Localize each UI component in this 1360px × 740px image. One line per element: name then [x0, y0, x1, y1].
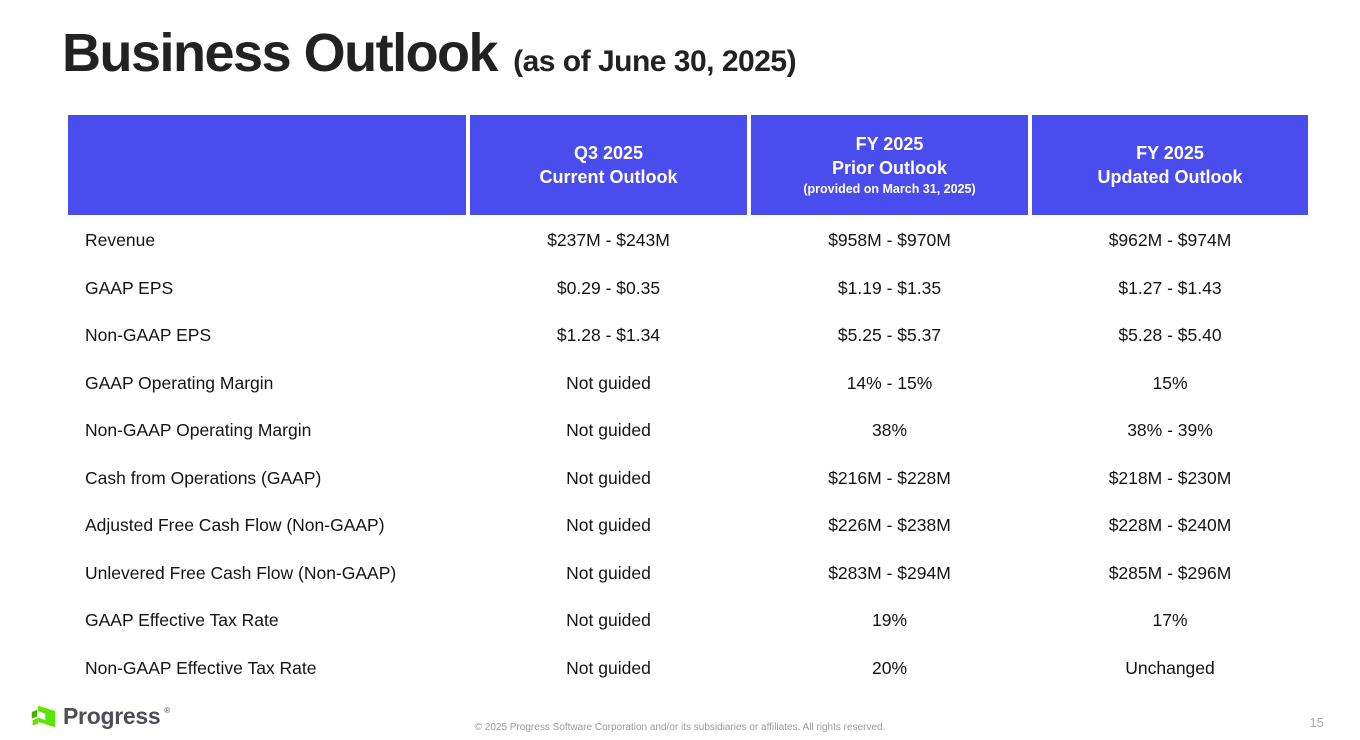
cell-revenue-fy-updated: $962M - $974M: [1108, 230, 1232, 251]
row-label-revenue: Revenue: [85, 230, 156, 251]
header-cell-q3-current: Q3 2025 Current Outlook: [470, 115, 747, 215]
header-title: FY 2025 Updated Outlook: [1097, 142, 1243, 187]
cell-non-gaap-op-margin-fy-prior: 38%: [871, 420, 908, 441]
page-title-suffix: (as of June 30, 2025): [513, 45, 797, 78]
cell-gaap-eps-q3: $0.29 - $0.35: [556, 277, 661, 298]
cell-non-gaap-op-margin-fy-updated: 38% - 39%: [1127, 420, 1213, 441]
cell-non-gaap-eps-q3: $1.28 - $1.34: [556, 325, 661, 346]
cell-unlevered-fcf-fy-updated: $285M - $296M: [1108, 562, 1232, 583]
row-label-adjusted-fcf: Adjusted Free Cash Flow (Non-GAAP): [85, 515, 385, 536]
cell-non-gaap-eps-fy-updated: $5.28 - $5.40: [1118, 325, 1222, 346]
page-number: 15: [1309, 715, 1324, 730]
cell-cash-from-ops-fy-updated: $218M - $230M: [1108, 467, 1232, 488]
progress-logo: Progress ®: [30, 703, 170, 730]
row-label-gaap-eps: GAAP EPS: [85, 277, 174, 298]
cell-gaap-eps-fy-updated: $1.27 - $1.43: [1118, 277, 1222, 298]
progress-logo-text: Progress: [63, 703, 161, 729]
cell-gaap-eps-fy-prior: $1.19 - $1.35: [837, 277, 942, 298]
cell-unlevered-fcf-q3: Not guided: [566, 562, 651, 583]
cell-non-gaap-eps-fy-prior: $5.25 - $5.37: [837, 325, 942, 346]
header-note: (provided on March 31, 2025): [803, 182, 976, 197]
header-cell-blank: [68, 115, 466, 215]
page-title: Business Outlook (as of June 30, 2025): [62, 22, 797, 84]
header-cell-fy-updated: FY 2025 Updated Outlook: [1032, 115, 1308, 215]
cell-revenue-fy-prior: $958M - $970M: [828, 230, 951, 251]
row-label-gaap-op-margin: GAAP Operating Margin: [85, 372, 274, 393]
trademark-mark: ®: [164, 706, 171, 715]
cell-gaap-op-margin-fy-updated: 15%: [1152, 372, 1188, 393]
cell-gaap-op-margin-fy-prior: 14% - 15%: [846, 372, 933, 393]
cell-gaap-tax-rate-fy-updated: 17%: [1152, 610, 1188, 631]
header-cell-fy-prior: FY 2025 Prior Outlook (provided on March…: [751, 115, 1028, 215]
cell-revenue-q3: $237M - $243M: [547, 230, 670, 251]
row-label-non-gaap-op-margin: Non-GAAP Operating Margin: [85, 420, 312, 441]
cell-adjusted-fcf-fy-updated: $228M - $240M: [1108, 515, 1232, 536]
row-label-non-gaap-eps: Non-GAAP EPS: [85, 325, 212, 346]
cell-non-gaap-tax-rate-fy-updated: Unchanged: [1125, 657, 1215, 678]
page-title-main: Business Outlook: [62, 23, 499, 83]
progress-logo-icon: [30, 703, 57, 730]
cell-non-gaap-op-margin-q3: Not guided: [566, 420, 651, 441]
copyright-text: © 2025 Progress Software Corporation and…: [474, 722, 886, 733]
cell-non-gaap-tax-rate-q3: Not guided: [566, 657, 651, 678]
cell-unlevered-fcf-fy-prior: $283M - $294M: [828, 562, 951, 583]
cell-gaap-tax-rate-q3: Not guided: [566, 610, 651, 631]
cell-non-gaap-tax-rate-fy-prior: 20%: [871, 657, 908, 678]
row-label-unlevered-fcf: Unlevered Free Cash Flow (Non-GAAP): [85, 562, 397, 583]
cell-cash-from-ops-fy-prior: $216M - $228M: [828, 467, 951, 488]
cell-adjusted-fcf-q3: Not guided: [566, 515, 651, 536]
cell-adjusted-fcf-fy-prior: $226M - $238M: [828, 515, 951, 536]
cell-gaap-tax-rate-fy-prior: 19%: [871, 610, 908, 631]
row-label-non-gaap-tax-rate: Non-GAAP Effective Tax Rate: [85, 657, 317, 678]
business-outlook-table: Q3 2025 Current Outlook FY 2025 Prior Ou…: [68, 115, 1308, 690]
header-title: Q3 2025 Current Outlook: [539, 142, 678, 187]
cell-cash-from-ops-q3: Not guided: [566, 467, 651, 488]
row-label-gaap-tax-rate: GAAP Effective Tax Rate: [85, 610, 279, 631]
header-title: FY 2025 Prior Outlook: [831, 133, 947, 179]
cell-gaap-op-margin-q3: Not guided: [566, 372, 651, 393]
row-label-cash-from-ops: Cash from Operations (GAAP): [85, 467, 322, 488]
